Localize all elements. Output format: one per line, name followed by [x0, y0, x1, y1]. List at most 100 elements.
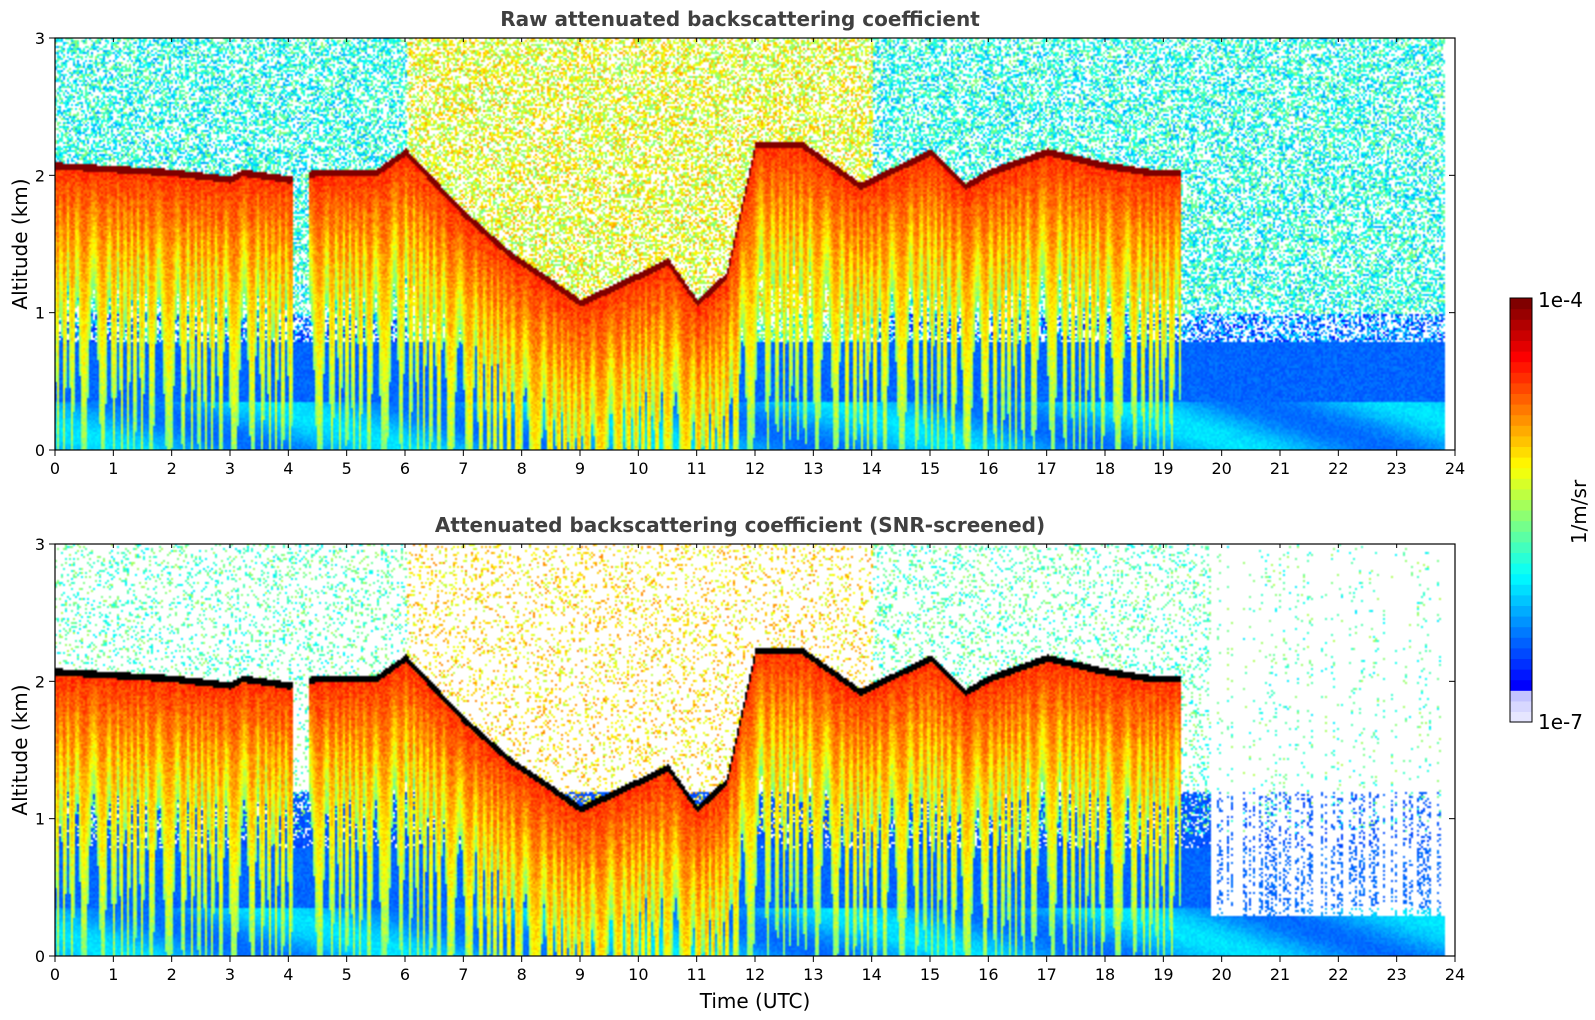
- x-tick-label: 21: [1270, 459, 1290, 478]
- colorbar-step: [1510, 658, 1532, 669]
- x-tick-label: 4: [283, 965, 293, 984]
- y-tick-label: 1: [35, 304, 45, 323]
- y-tick-label: 3: [35, 535, 45, 554]
- x-tick-label: 15: [920, 459, 940, 478]
- colorbar-step: [1510, 478, 1532, 489]
- x-tick-label: 3: [225, 965, 235, 984]
- colorbar-step: [1510, 637, 1532, 648]
- colorbar-step: [1510, 711, 1532, 722]
- x-tick-label: 6: [400, 459, 410, 478]
- x-tick-label: 16: [978, 965, 998, 984]
- x-tick-label: 14: [861, 965, 881, 984]
- colorbar-step: [1510, 383, 1532, 394]
- x-tick-label: 6: [400, 965, 410, 984]
- x-tick-label: 19: [1153, 459, 1173, 478]
- x-tick-label: 4: [283, 459, 293, 478]
- y-tick-label: 2: [35, 672, 45, 691]
- colorbar-step: [1510, 351, 1532, 362]
- y-tick-label: 1: [35, 810, 45, 829]
- x-tick-label: 16: [978, 459, 998, 478]
- x-tick-label: 7: [458, 965, 468, 984]
- x-tick-label: 18: [1095, 965, 1115, 984]
- colorbar-step: [1510, 648, 1532, 659]
- chart-title: Raw attenuated backscattering coefficien…: [500, 7, 980, 31]
- colorbar-step: [1510, 584, 1532, 595]
- colorbar-step: [1510, 436, 1532, 447]
- colorbar-label: 1/m/sr: [1567, 479, 1591, 544]
- x-tick-label: 20: [1211, 965, 1231, 984]
- x-tick-label: 8: [517, 965, 527, 984]
- x-tick-label: 5: [342, 965, 352, 984]
- x-tick-label: 9: [575, 965, 585, 984]
- y-tick-label: 0: [35, 441, 45, 460]
- colorbar-step: [1510, 605, 1532, 616]
- colorbar-step: [1510, 425, 1532, 436]
- colorbar-step: [1510, 627, 1532, 638]
- x-tick-label: 13: [803, 459, 823, 478]
- snr-screened-panel: Attenuated backscattering coefficient (S…: [8, 513, 1465, 1013]
- colorbar-step: [1510, 521, 1532, 532]
- colorbar-step: [1510, 489, 1532, 500]
- colorbar-step: [1510, 701, 1532, 712]
- colorbar-step: [1510, 362, 1532, 373]
- y-axis-label: Altitude (km): [8, 178, 32, 309]
- colorbar-step: [1510, 510, 1532, 521]
- x-tick-label: 19: [1153, 965, 1173, 984]
- colorbar-step: [1510, 404, 1532, 415]
- x-tick-label: 22: [1328, 459, 1348, 478]
- x-tick-label: 10: [628, 965, 648, 984]
- colorbar-step: [1510, 457, 1532, 468]
- x-tick-label: 18: [1095, 459, 1115, 478]
- heatmap-raster: [55, 544, 1455, 956]
- x-tick-label: 7: [458, 459, 468, 478]
- colorbar-min-label: 1e-7: [1538, 710, 1583, 734]
- colorbar-step: [1510, 309, 1532, 320]
- x-tick-label: 12: [745, 965, 765, 984]
- colorbar: 1e-4 1e-7 1/m/sr: [1510, 288, 1591, 734]
- x-tick-label: 11: [686, 459, 706, 478]
- colorbar-step: [1510, 298, 1532, 309]
- x-tick-label: 2: [167, 965, 177, 984]
- x-tick-label: 17: [1036, 965, 1056, 984]
- x-tick-label: 1: [108, 459, 118, 478]
- x-tick-label: 0: [50, 965, 60, 984]
- y-tick-label: 0: [35, 947, 45, 966]
- x-tick-label: 12: [745, 459, 765, 478]
- x-tick-label: 20: [1211, 459, 1231, 478]
- x-tick-label: 8: [517, 459, 527, 478]
- colorbar-step: [1510, 552, 1532, 563]
- colorbar-step: [1510, 531, 1532, 542]
- colorbar-step: [1510, 616, 1532, 627]
- colorbar-step: [1510, 319, 1532, 330]
- x-tick-label: 14: [861, 459, 881, 478]
- colorbar-step: [1510, 542, 1532, 553]
- colorbar-step: [1510, 446, 1532, 457]
- colorbar-gradient: [1510, 298, 1532, 723]
- figure: Raw attenuated backscattering coefficien…: [0, 0, 1595, 1020]
- x-tick-label: 2: [167, 459, 177, 478]
- x-tick-label: 22: [1328, 965, 1348, 984]
- y-tick-label: 3: [35, 29, 45, 48]
- x-tick-label: 5: [342, 459, 352, 478]
- x-tick-label: 10: [628, 459, 648, 478]
- colorbar-step: [1510, 669, 1532, 680]
- heatmap-raster: [55, 38, 1455, 450]
- y-axis-label: Altitude (km): [8, 684, 32, 815]
- x-tick-label: 23: [1386, 459, 1406, 478]
- colorbar-step: [1510, 372, 1532, 383]
- raw-backscatter-panel: Raw attenuated backscattering coefficien…: [8, 7, 1465, 478]
- colorbar-step: [1510, 330, 1532, 341]
- x-tick-label: 1: [108, 965, 118, 984]
- x-tick-label: 15: [920, 965, 940, 984]
- x-tick-label: 23: [1386, 965, 1406, 984]
- chart-title: Attenuated backscattering coefficient (S…: [435, 513, 1045, 537]
- x-tick-label: 24: [1445, 965, 1465, 984]
- y-tick-label: 2: [35, 166, 45, 185]
- x-tick-label: 13: [803, 965, 823, 984]
- x-tick-label: 0: [50, 459, 60, 478]
- x-tick-label: 21: [1270, 965, 1290, 984]
- x-tick-label: 9: [575, 459, 585, 478]
- colorbar-step: [1510, 415, 1532, 426]
- colorbar-max-label: 1e-4: [1538, 288, 1583, 312]
- colorbar-step: [1510, 690, 1532, 701]
